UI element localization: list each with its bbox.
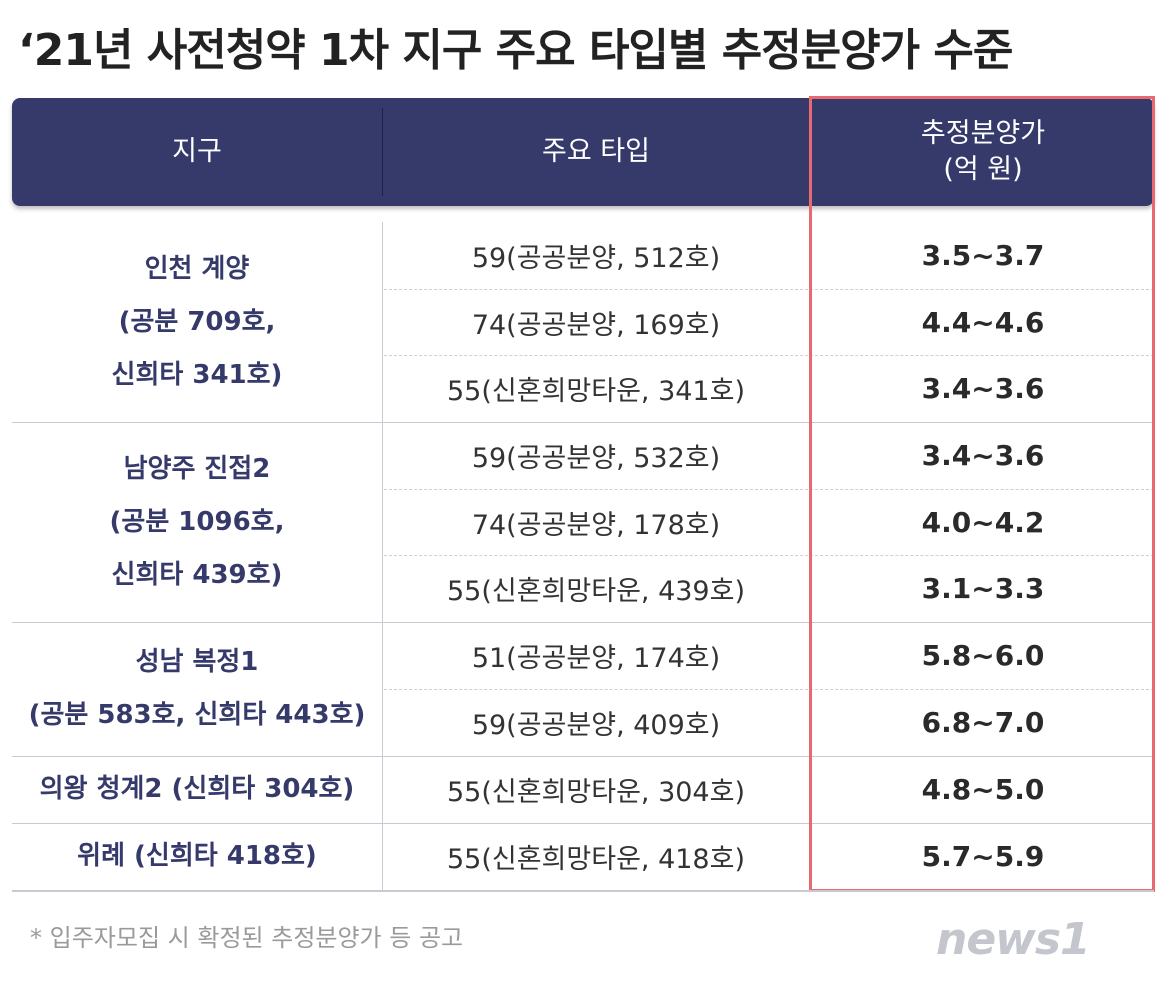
price-cell: 5.7~5.9 xyxy=(921,840,1045,873)
table-bottom-border xyxy=(12,890,1154,892)
price-cell: 3.5~3.7 xyxy=(921,239,1045,272)
price-cell: 4.0~4.2 xyxy=(921,506,1045,539)
footnote: * 입주자모집 시 확정된 추정분양가 등 공고 xyxy=(30,924,464,952)
district-cell-incheon: 인천 계양 (공분 709호, 신희타 341호) xyxy=(12,222,382,422)
price-cell: 6.8~7.0 xyxy=(921,706,1045,739)
group-divider xyxy=(12,823,1154,824)
header-type: 주요 타입 xyxy=(542,136,650,167)
type-cell: 51(공공분양, 174호) xyxy=(471,643,721,674)
price-cell: 3.4~3.6 xyxy=(921,439,1045,472)
district-name: 성남 복정1 xyxy=(135,647,259,677)
district-cell-seongnam: 성남 복정1 (공분 583호, 신희타 443호) xyxy=(12,622,382,756)
district-cell-wirye: 위례 (신희타 418호) xyxy=(12,823,382,890)
district-name: 인천 계양 xyxy=(144,253,250,284)
district-detail: 신희타 341호) xyxy=(111,359,283,390)
district-name: 의왕 청계2 (신희타 304호) xyxy=(39,774,355,804)
district-name: 위례 (신희타 418호) xyxy=(77,841,317,871)
table-header: 지구 주요 타입 추정분양가 (억 원) xyxy=(12,98,1154,206)
type-cell: 55(신혼희망타운, 439호) xyxy=(446,576,745,607)
row-divider xyxy=(384,489,1154,490)
row-divider xyxy=(384,689,1154,690)
price-cell: 5.8~6.0 xyxy=(921,639,1045,672)
type-cell: 59(공공분양, 512호) xyxy=(471,243,721,274)
district-cell-uiwang: 의왕 청계2 (신희타 304호) xyxy=(12,756,382,823)
header-price-unit: (억 원) xyxy=(943,154,1023,185)
header-price: 추정분양가 (억 원) xyxy=(812,98,1154,206)
type-cell: 59(공공분양, 532호) xyxy=(471,443,721,474)
news1-logo: news1 xyxy=(936,908,1146,970)
group-divider xyxy=(12,422,1154,423)
district-detail: 신희타 439호) xyxy=(111,559,283,590)
type-cell: 74(공공분양, 169호) xyxy=(471,310,721,341)
district-detail: (공분 583호, 신희타 443호) xyxy=(28,700,366,730)
type-cell: 74(공공분양, 178호) xyxy=(471,510,721,541)
page-title: ‘21년 사전청약 1차 지구 주요 타입별 추정분양가 수준 xyxy=(18,25,1013,76)
header-divider xyxy=(382,108,383,196)
type-cell: 59(공공분양, 409호) xyxy=(471,710,721,741)
row-divider xyxy=(384,289,1154,290)
price-cell: 3.4~3.6 xyxy=(921,372,1045,405)
header-price-label: 추정분양가 xyxy=(920,118,1046,149)
group-divider xyxy=(12,622,1154,623)
district-detail: (공분 709호, xyxy=(118,306,276,337)
row-divider xyxy=(384,555,1154,556)
header-district: 지구 xyxy=(172,136,222,167)
district-name: 남양주 진접2 xyxy=(123,453,271,484)
district-detail: (공분 1096호, xyxy=(109,506,285,537)
price-cell: 4.8~5.0 xyxy=(921,773,1045,806)
column-divider xyxy=(382,222,383,890)
price-cell: 4.4~4.6 xyxy=(921,306,1045,339)
type-cell: 55(신혼희망타운, 341호) xyxy=(446,376,745,407)
district-cell-namyangju: 남양주 진접2 (공분 1096호, 신희타 439호) xyxy=(12,422,382,622)
price-column-highlight xyxy=(809,96,1155,892)
type-cell: 55(신혼희망타운, 304호) xyxy=(446,777,745,808)
type-cell: 55(신혼희망타운, 418호) xyxy=(446,844,745,875)
group-divider xyxy=(12,756,1154,757)
price-cell: 3.1~3.3 xyxy=(921,572,1045,605)
row-divider xyxy=(384,355,1154,356)
logo-text: news1 xyxy=(936,913,1091,965)
